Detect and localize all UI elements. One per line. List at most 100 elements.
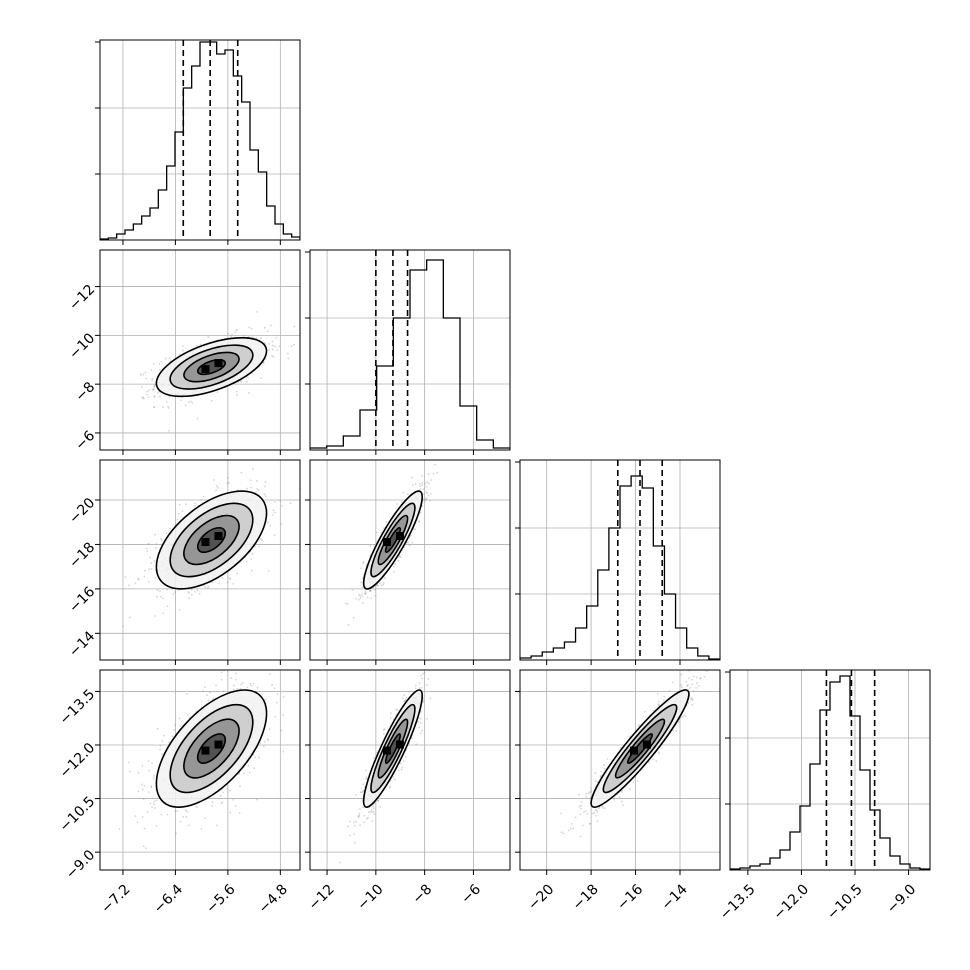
scatter-point [293, 343, 295, 346]
scatter-point [274, 715, 277, 718]
scatter-point [376, 799, 379, 802]
scatter-point [691, 683, 693, 685]
scatter-point [267, 521, 269, 524]
scatter-point [153, 395, 156, 398]
scatter-point [227, 481, 230, 484]
scatter-point [147, 791, 150, 794]
scatter-point [271, 348, 274, 351]
scatter-point [235, 688, 238, 690]
scatter-point [143, 784, 146, 787]
scatter-point [419, 485, 422, 488]
scatter-point [369, 590, 372, 592]
panel-2-2 [515, 459, 721, 665]
contour-line [155, 689, 268, 808]
scatter-point [264, 698, 267, 701]
scatter-point [426, 481, 429, 484]
scatter-point [178, 503, 181, 506]
contour-line [169, 344, 254, 390]
scatter-point [236, 328, 239, 331]
scatter-point [143, 575, 146, 578]
scatter-point [187, 590, 190, 593]
scatter-point [407, 493, 409, 496]
panel-frame [519, 459, 721, 661]
scatter-point [186, 714, 189, 716]
scatter-point [359, 596, 362, 599]
scatter-point [289, 502, 292, 504]
scatter-point [357, 593, 360, 596]
scatter-point [418, 682, 421, 685]
contour-line [370, 502, 416, 578]
scatter-point [256, 686, 259, 689]
scatter-point [264, 495, 267, 498]
scatter-point [361, 602, 364, 604]
panel-0-0 [95, 39, 301, 245]
scatter-point [376, 584, 378, 586]
scatter-point [351, 589, 354, 592]
scatter-point [293, 325, 296, 328]
scatter-point [134, 582, 137, 585]
scatter-point [175, 832, 177, 835]
scatter-point [691, 678, 694, 681]
scatter-point [419, 717, 422, 720]
scatter-point [408, 690, 411, 693]
scatter-point [232, 799, 234, 801]
scatter-point [690, 697, 693, 700]
scatter-point [363, 592, 366, 595]
scatter-point [414, 684, 417, 687]
scatter-point [153, 406, 155, 409]
scatter-point [172, 593, 175, 596]
scatter-point [232, 688, 235, 691]
scatter-point [153, 396, 155, 398]
scatter-point [153, 803, 155, 806]
scatter-point [158, 362, 161, 365]
scatter-point [158, 590, 161, 593]
scatter-point [402, 697, 405, 700]
scatter-point [184, 404, 187, 407]
scatter-point [128, 584, 130, 587]
scatter-point [220, 678, 223, 681]
scatter-point [193, 590, 196, 593]
scatter-point [245, 560, 248, 563]
scatter-point [239, 785, 241, 788]
scatter-point [273, 687, 276, 690]
scatter-point [249, 486, 252, 489]
scatter-point [681, 686, 683, 689]
scatter-point [227, 332, 230, 335]
scatter-point [160, 537, 163, 540]
scatter-point [142, 845, 145, 848]
scatter-point [422, 488, 425, 491]
scatter-point [142, 798, 145, 800]
scatter-point [150, 567, 153, 570]
x-tick-label: −6 [458, 881, 484, 907]
scatter-point [196, 344, 199, 347]
scatter-point [399, 762, 402, 765]
scatter-point [247, 376, 249, 379]
scatter-point [424, 497, 427, 500]
panel-inner [310, 670, 510, 870]
panel-frame [99, 249, 301, 451]
y-tick-label: −14 [66, 628, 98, 660]
scatter-point [389, 785, 391, 788]
scatter-point [421, 484, 423, 486]
scatter-point [179, 724, 182, 727]
scatter-point [359, 808, 361, 810]
scatter-point [422, 498, 425, 501]
scatter-point [357, 598, 360, 601]
scatter-point [408, 544, 411, 547]
scatter-point [161, 753, 163, 756]
scatter-point [430, 479, 433, 481]
scatter-point [426, 717, 429, 720]
scatter-point [264, 740, 266, 743]
scatter-point [177, 512, 180, 515]
scatter-point [195, 805, 197, 808]
scatter-point [365, 769, 368, 772]
scatter-point [234, 331, 236, 334]
scatter-point [247, 764, 250, 767]
scatter-point [211, 697, 214, 700]
x-tick-label: −8 [409, 881, 435, 907]
scatter-point [173, 724, 176, 727]
scatter-point [671, 681, 674, 684]
scatter-point [389, 786, 391, 789]
scatter-point [436, 471, 439, 474]
y-tick-label: −20 [66, 495, 98, 527]
